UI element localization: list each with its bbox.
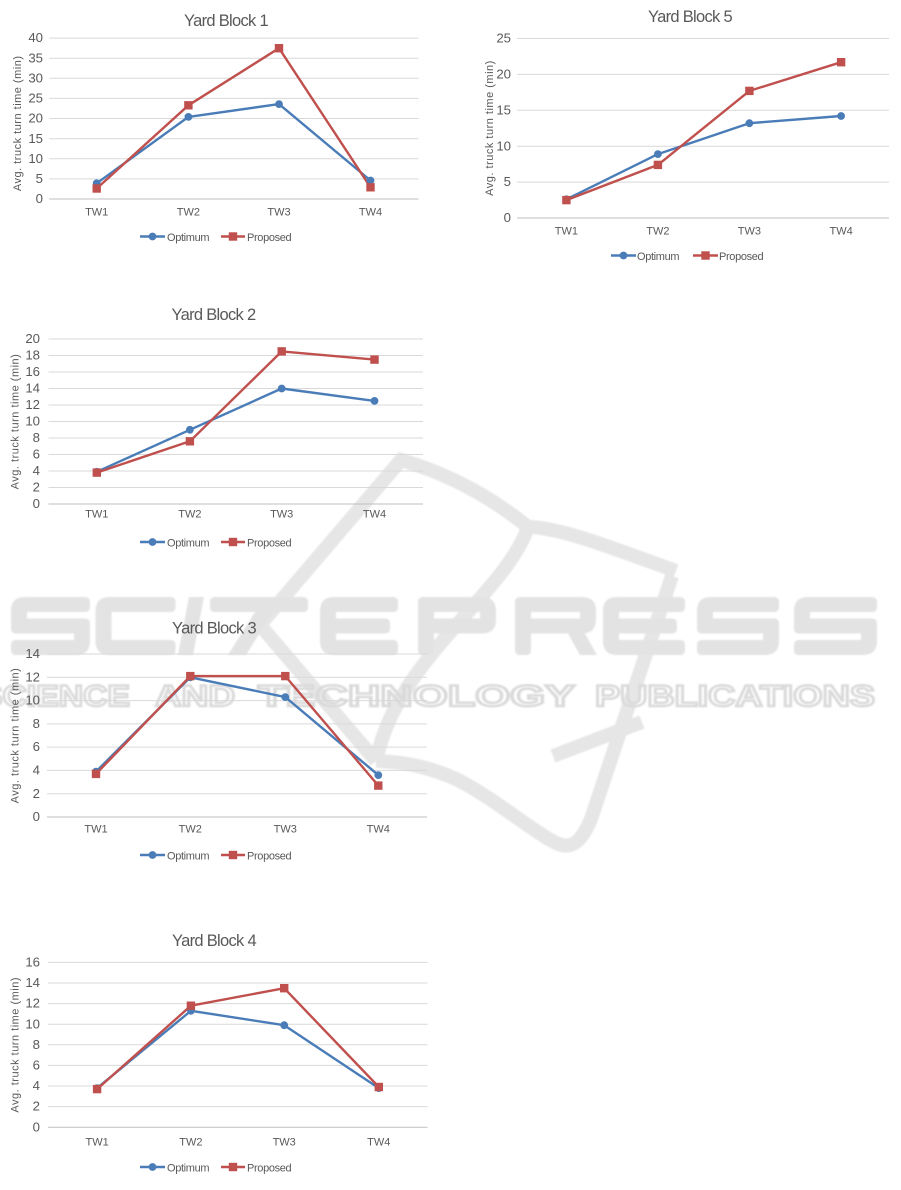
svg-text:TW4: TW4: [359, 207, 382, 219]
svg-text:10: 10: [25, 693, 40, 708]
svg-text:TW3: TW3: [274, 824, 297, 836]
svg-text:TW1: TW1: [555, 226, 578, 238]
svg-text:15: 15: [28, 131, 43, 146]
svg-text:40: 40: [28, 30, 43, 45]
svg-text:0: 0: [504, 210, 511, 225]
svg-text:Avg. truck turn time (min): Avg. truck turn time (min): [10, 668, 22, 804]
svg-text:10: 10: [496, 138, 511, 153]
svg-text:10: 10: [28, 151, 43, 166]
svg-text:TW1: TW1: [85, 1137, 108, 1149]
svg-text:Optimum: Optimum: [167, 850, 209, 862]
svg-text:TECHNOLOGY: TECHNOLOGY: [258, 680, 575, 713]
svg-text:6: 6: [33, 1058, 40, 1073]
svg-text:20: 20: [28, 111, 43, 126]
svg-text:Yard Block 1: Yard Block 1: [184, 12, 268, 30]
svg-text:30: 30: [28, 70, 43, 85]
svg-text:2: 2: [33, 1099, 40, 1114]
svg-text:8: 8: [33, 1037, 40, 1052]
svg-text:TW1: TW1: [85, 207, 108, 219]
svg-text:TW2: TW2: [646, 226, 669, 238]
svg-text:14: 14: [25, 381, 40, 396]
svg-text:SCIENCE: SCIENCE: [0, 680, 130, 713]
svg-text:TW4: TW4: [829, 226, 852, 238]
svg-text:TW1: TW1: [84, 824, 107, 836]
svg-text:TW3: TW3: [738, 226, 761, 238]
svg-text:12: 12: [25, 669, 40, 684]
svg-text:2: 2: [33, 786, 40, 801]
svg-text:Optimum: Optimum: [167, 537, 209, 549]
svg-text:Yard Block 3: Yard Block 3: [172, 620, 256, 638]
svg-text:8: 8: [33, 716, 40, 731]
svg-text:6: 6: [33, 447, 40, 462]
svg-text:Avg. truck turn time (min): Avg. truck turn time (min): [484, 60, 496, 196]
svg-text:TW4: TW4: [363, 509, 386, 521]
svg-text:12: 12: [25, 996, 40, 1011]
svg-text:0: 0: [33, 496, 40, 511]
svg-text:14: 14: [25, 646, 40, 661]
svg-text:Yard Block 2: Yard Block 2: [172, 306, 256, 324]
svg-text:Avg. truck turn time (min): Avg. truck turn time (min): [10, 977, 22, 1113]
svg-text:Optimum: Optimum: [637, 251, 679, 263]
svg-text:TW1: TW1: [85, 509, 108, 521]
svg-text:25: 25: [28, 91, 43, 106]
svg-text:TW3: TW3: [270, 509, 293, 521]
svg-text:Yard Block 5: Yard Block 5: [648, 8, 732, 26]
svg-text:TW3: TW3: [267, 207, 290, 219]
svg-text:4: 4: [33, 463, 40, 478]
svg-text:25: 25: [496, 31, 511, 46]
svg-text:14: 14: [25, 975, 40, 990]
svg-text:8: 8: [33, 430, 40, 445]
svg-text:Yard Block 4: Yard Block 4: [172, 932, 256, 950]
svg-text:16: 16: [25, 364, 40, 379]
svg-text:20: 20: [25, 331, 40, 346]
svg-text:TW2: TW2: [179, 824, 202, 836]
svg-text:TW3: TW3: [273, 1137, 296, 1149]
svg-text:PUBLICATIONS: PUBLICATIONS: [595, 680, 875, 713]
svg-text:TW4: TW4: [367, 1137, 390, 1149]
svg-text:TW2: TW2: [179, 1137, 202, 1149]
svg-text:20: 20: [496, 67, 511, 82]
svg-text:Proposed: Proposed: [247, 232, 292, 244]
svg-text:15: 15: [496, 102, 511, 117]
svg-text:12: 12: [25, 397, 40, 412]
svg-text:6: 6: [33, 739, 40, 754]
svg-text:5: 5: [36, 171, 43, 186]
svg-text:5: 5: [504, 174, 511, 189]
svg-text:Proposed: Proposed: [247, 850, 292, 862]
svg-text:TW2: TW2: [178, 509, 201, 521]
svg-text:35: 35: [28, 50, 43, 65]
svg-text:4: 4: [33, 1078, 40, 1093]
svg-text:2: 2: [33, 480, 40, 495]
svg-text:18: 18: [25, 348, 40, 363]
svg-text:Proposed: Proposed: [247, 537, 292, 549]
svg-text:0: 0: [33, 809, 40, 824]
svg-text:16: 16: [25, 955, 40, 970]
svg-text:10: 10: [25, 414, 40, 429]
svg-text:TW2: TW2: [177, 207, 200, 219]
svg-text:Proposed: Proposed: [247, 1162, 292, 1174]
svg-text:0: 0: [33, 1119, 40, 1134]
svg-text:Avg. truck turn time (min): Avg. truck turn time (min): [10, 354, 22, 490]
svg-text:Proposed: Proposed: [719, 251, 764, 263]
svg-text:Optimum: Optimum: [167, 1162, 209, 1174]
svg-text:0: 0: [36, 191, 43, 206]
svg-text:10: 10: [25, 1016, 40, 1031]
svg-text:Avg. truck turn time (min): Avg. truck turn time (min): [12, 55, 24, 191]
svg-text:4: 4: [33, 763, 40, 778]
svg-text:TW4: TW4: [367, 824, 390, 836]
svg-text:Optimum: Optimum: [167, 232, 209, 244]
